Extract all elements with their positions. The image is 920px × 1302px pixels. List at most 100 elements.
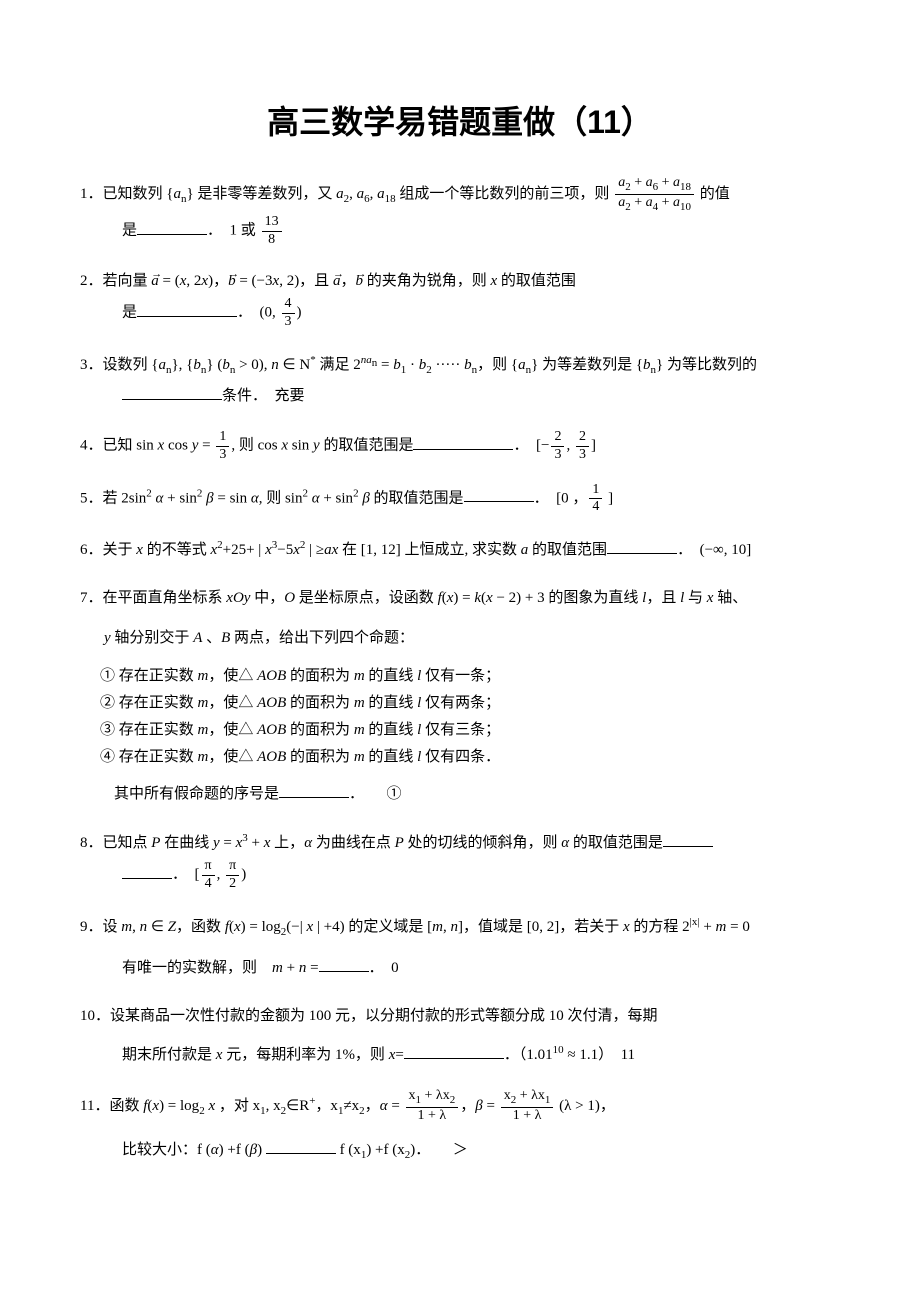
q4-af2: 23 xyxy=(576,429,589,464)
q7-text-j: 轴、 xyxy=(713,590,747,606)
q2-bvec2: b xyxy=(355,273,363,289)
q11-f2nbs: 1 xyxy=(545,1094,551,1106)
q2-afn: 4 xyxy=(282,296,295,314)
q3-text-b: }, { xyxy=(171,357,193,373)
q4-text-e: sin xyxy=(288,438,313,454)
q9-mvar4: m xyxy=(272,960,283,976)
q5-period: ． xyxy=(534,490,542,506)
q4-num: 4． xyxy=(80,438,103,454)
question-5: 5．若 2sin2 α + sin2 β = sin α, 则 sin2 α +… xyxy=(80,482,840,517)
q7-xoy: xOy xyxy=(226,590,250,606)
q11-text-e: ，对 x xyxy=(215,1098,260,1114)
q1-blank xyxy=(137,220,207,235)
q9-exp: |x| xyxy=(690,916,700,928)
q9-text-i: 的方程 2 xyxy=(630,919,690,935)
q11-f1nbs: 2 xyxy=(450,1094,456,1106)
q6-text-b: 的不等式 xyxy=(143,542,211,558)
q11-l2f: )． xyxy=(410,1142,423,1158)
q1-frac: a2 + a6 + a18a2 + a4 + a10 xyxy=(615,175,694,214)
q7-o1a: ① 存在正实数 xyxy=(100,668,198,684)
q7-o2m: m xyxy=(198,695,209,711)
q7-o4d: 的直线 xyxy=(365,749,418,765)
q9-l2c: = xyxy=(306,960,318,976)
q6-x4: x xyxy=(293,542,300,558)
question-8: 8．已知点 P 在曲线 y = x3 + x 上，α 为曲线在点 P 处的切线的… xyxy=(80,827,840,893)
q7-l2c: 、 xyxy=(202,630,221,646)
q7-text-b: 中， xyxy=(250,590,284,606)
q9-l2b: + xyxy=(283,960,299,976)
q3-nvar: n xyxy=(271,357,279,373)
q8-af2d: 2 xyxy=(226,876,239,893)
q11-f1nb: + λx xyxy=(421,1088,450,1103)
q4-af1: 23 xyxy=(551,429,564,464)
q7-l2b: 轴分别交于 xyxy=(111,630,194,646)
q7-options: ① 存在正实数 m，使△ AOB 的面积为 m 的直线 l 仅有一条； ② 存在… xyxy=(80,663,840,771)
q10-l2a: 期末所付款是 xyxy=(122,1047,216,1063)
q6-text-e: | ≥ xyxy=(305,542,324,558)
q9-x1: x xyxy=(234,919,241,935)
q3-text-g: = xyxy=(377,357,393,373)
q7-o2a: ② 存在正实数 xyxy=(100,695,198,711)
q3-bn2: b xyxy=(222,357,230,373)
q2-text-h: 是 xyxy=(122,305,137,321)
q7-o3m: m xyxy=(198,722,209,738)
q5-afd: 4 xyxy=(589,499,602,516)
q7-o1b: ，使△ xyxy=(208,668,257,684)
q1-afd: 8 xyxy=(262,232,282,249)
q9-period: ． xyxy=(369,960,377,976)
q7-avar: A xyxy=(193,630,202,646)
q10-l2b: 元，每期利率为 1%，则 xyxy=(222,1047,388,1063)
q8-period: ． xyxy=(172,867,180,883)
q2-avec: a xyxy=(151,273,159,289)
q1-a18: a xyxy=(377,186,385,202)
q9-mvar2: m xyxy=(432,919,443,935)
q7-text-a: 在平面直角坐标系 xyxy=(103,590,227,606)
q7-o3b: ，使△ xyxy=(208,722,257,738)
q7-text-e: ) = xyxy=(453,590,474,606)
q11-f2d: 1 + λ xyxy=(501,1108,554,1125)
q3-bnn: b xyxy=(464,357,472,373)
q5-text-a: 若 2sin xyxy=(103,490,147,506)
q3-an2: a xyxy=(518,357,526,373)
q3-text-j: } 为等比数列的 xyxy=(656,357,757,373)
fn-c: a xyxy=(673,175,680,190)
q9-text-e: ) = log xyxy=(241,919,281,935)
q9-nvar: n xyxy=(140,919,148,935)
q8-yvar: y xyxy=(213,835,220,851)
page-title: 高三数学易错题重做（11） xyxy=(80,100,840,145)
q7-opt2: ② 存在正实数 m，使△ AOB 的面积为 m 的直线 l 仅有两条； xyxy=(80,690,840,717)
q9-mvar3: m xyxy=(716,919,727,935)
q4-blank xyxy=(413,435,513,450)
question-10: 10．设某商品一次性付款的金额为 100 元，以分期付款的形式等额分成 10 次… xyxy=(80,1001,840,1070)
q7-o4b: ，使△ xyxy=(208,749,257,765)
q8-af1n: π xyxy=(202,858,215,876)
q10-hint-sup: 10 xyxy=(553,1044,564,1056)
q7-text-i: 与 xyxy=(684,590,707,606)
q1-an: a xyxy=(173,186,181,202)
q3-blank xyxy=(122,385,222,400)
q5-text-e: + sin xyxy=(320,490,353,506)
q11-answer: ＞ xyxy=(453,1142,468,1158)
q3-text-d: > 0), xyxy=(235,357,271,373)
q7-o1c: 的面积为 xyxy=(286,668,354,684)
q3-dots: ····· xyxy=(432,357,464,373)
q7-o4a: ④ 存在正实数 xyxy=(100,749,198,765)
q3-text-h: ，则 { xyxy=(477,357,518,373)
q11-sub1: 2 xyxy=(199,1105,205,1117)
q5-a3: α xyxy=(308,490,320,506)
q3-b1: b xyxy=(393,357,401,373)
q9-blank xyxy=(319,957,369,972)
question-6: 6．关于 x 的不等式 x2+25+ | x3−5x2 | ≥ax 在 [1, … xyxy=(80,534,840,565)
q6-blank xyxy=(607,539,677,554)
q11-l2e: ) +f (x xyxy=(366,1142,404,1158)
q6-text-f: 在 [1, 12] 上恒成立, 求实数 xyxy=(338,542,521,558)
q7-o3a: ③ 存在正实数 xyxy=(100,722,198,738)
q11-text-i: ≠x xyxy=(343,1098,359,1114)
q2-text-g: 的取值范围 xyxy=(497,273,576,289)
q5-a1: α xyxy=(152,490,164,506)
q9-l2a: 有唯一的实数解，则 xyxy=(122,960,272,976)
q8-text-c: = xyxy=(220,835,236,851)
q7-opt4: ④ 存在正实数 m，使△ AOB 的面积为 m 的直线 l 仅有四条． xyxy=(80,744,840,771)
fd-as: 2 xyxy=(625,201,631,213)
q5-num: 5． xyxy=(80,490,103,506)
